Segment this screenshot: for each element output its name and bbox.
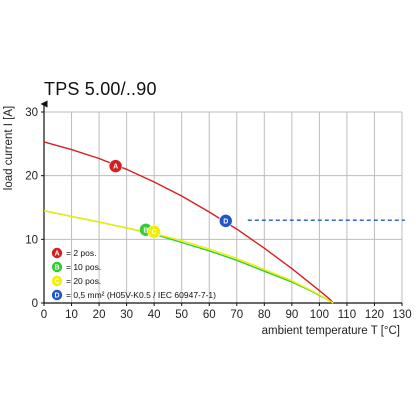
legend-marker-c-circle [51,275,63,287]
x-tick-label: 100 [310,309,329,321]
legend: A = 2 pos. B = 10 pos. C = 20 pos. D = 0,5 mm² … [51,247,216,301]
marker-c: C [147,224,161,239]
y-tick-label: 0 [32,298,38,310]
chart-title: TPS 5.00/..90 [44,79,157,99]
x-tick-label: 40 [148,309,161,321]
marker-d-label: D [223,218,228,225]
y-axis-label: load current I [A] [3,106,15,190]
x-tick-label: 30 [120,309,133,321]
legend-marker-b-circle [51,261,63,273]
y-tick-label: 10 [25,234,38,246]
marker-b-label: B [143,227,148,234]
x-tick-label: 120 [365,309,384,321]
marker-c-circle [147,224,161,239]
legend-text-c: = 20 pos. [66,276,101,286]
legend-marker-b: B [51,261,63,273]
marker-a-circle [108,159,123,173]
marker-d: D [218,214,233,228]
legend-text-a: = 2 pos. [66,248,96,258]
x-tick-label: 90 [285,309,298,321]
marker-c-label: C [152,229,157,236]
x-tick-label: 110 [338,309,356,321]
axes [40,100,403,306]
legend-text-b: = 10 pos. [66,262,101,272]
legend-marker-b-label: B [54,265,59,272]
grid [44,111,403,303]
x-tick-label: 60 [203,309,216,321]
marker-d-circle [218,214,233,228]
marker-a-label: A [113,164,118,171]
legend-marker-c: C [51,275,63,287]
x-tick-label: 70 [230,309,243,321]
x-tick-label: 80 [258,309,271,321]
curve-markers: A B C D [108,159,233,239]
x-axis-label: ambient temperature T [°C] [262,325,400,337]
legend-marker-a-label: A [54,251,59,258]
series-line-c [43,210,334,304]
legend-text-d: = 0,5 mm² (H05V-K0.5 / IEC 60947-7-1) [66,290,216,300]
legend-marker-d: D [51,289,63,301]
legend-marker-c-label: C [54,279,59,286]
x-tick-label: 50 [175,309,188,321]
legend-marker-a-circle [51,247,63,259]
y-tick-label: 20 [25,171,38,183]
legend-marker-d-label: D [54,293,59,300]
legend-marker-a: A [51,247,63,259]
tick-labels: 0 10 20 30 40 50 60 70 80 90 100 110 120 130 0 10 20 30 [25,107,411,321]
marker-a: A [108,159,123,173]
y-tick-label: 30 [25,107,38,119]
x-tick-label: 130 [392,309,411,321]
x-tick-label: 10 [65,309,78,321]
legend-marker-d-circle [51,289,63,301]
x-tick-label: 0 [41,309,47,321]
x-tick-label: 20 [93,309,106,321]
